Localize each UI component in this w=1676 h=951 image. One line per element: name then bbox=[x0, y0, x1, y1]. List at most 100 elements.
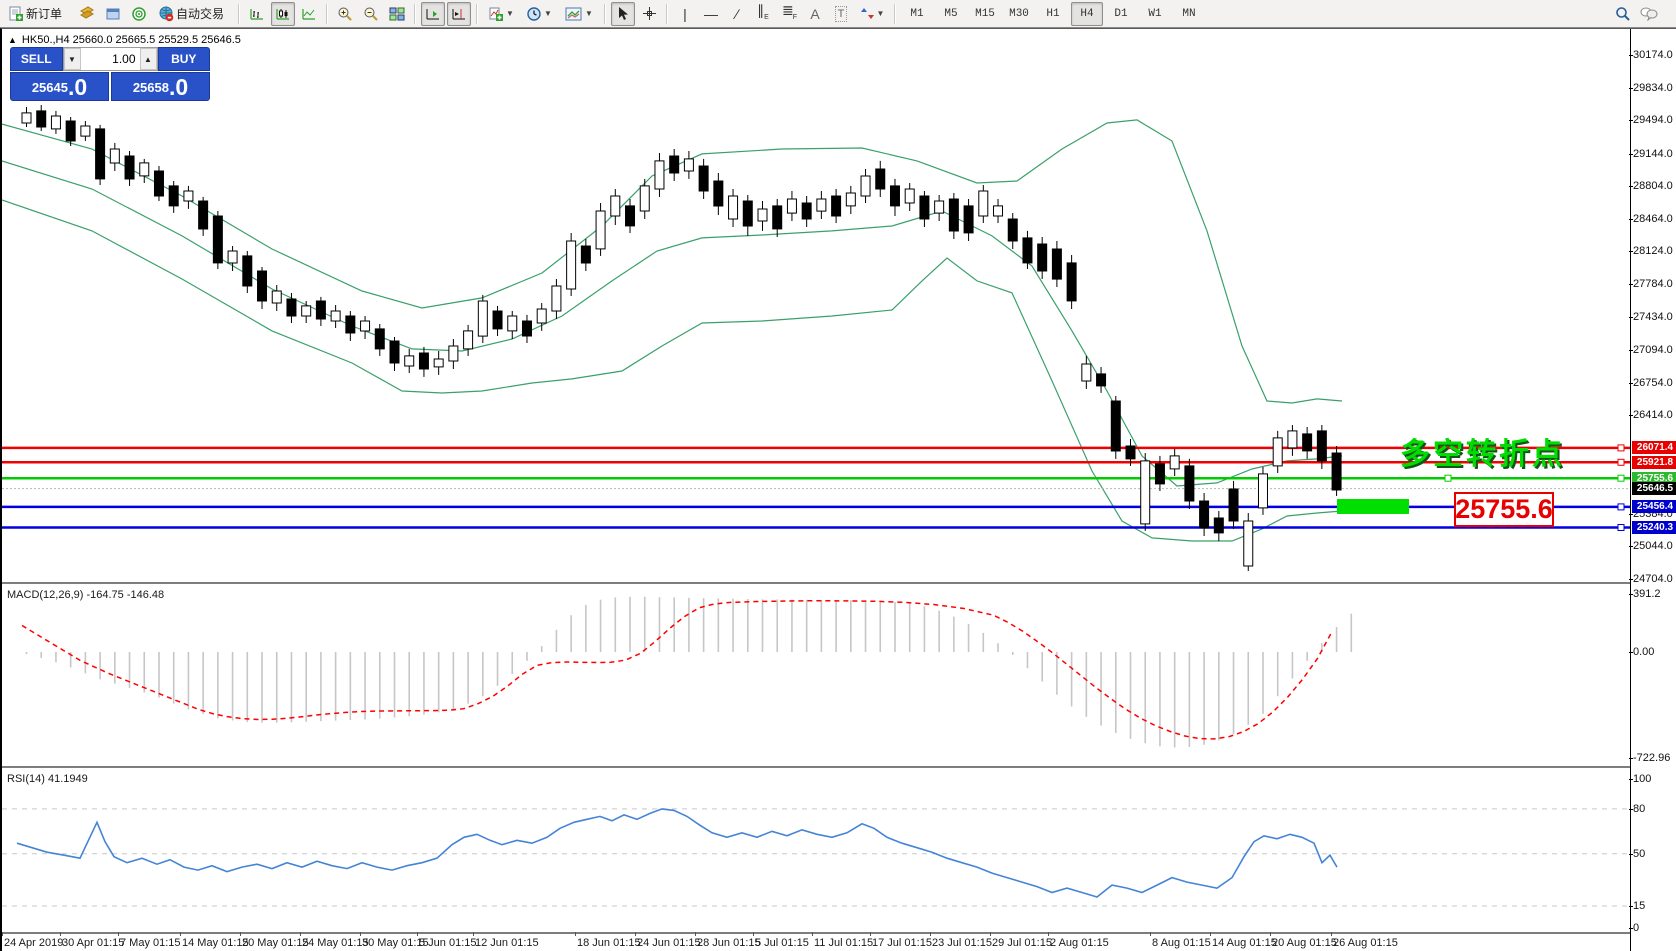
collapse-arrow-icon[interactable]: ▲ bbox=[8, 35, 17, 45]
text-label-tool-button[interactable]: T bbox=[829, 2, 853, 26]
date-tick bbox=[1270, 932, 1271, 936]
green-price-flag[interactable] bbox=[1337, 499, 1409, 514]
turning-point-annotation[interactable]: 多空转折点 bbox=[1400, 438, 1565, 471]
toolbar-separator bbox=[238, 3, 240, 24]
search-button[interactable] bbox=[1611, 2, 1635, 26]
date-label: 23 Jul 01:15 bbox=[932, 937, 992, 949]
candle-bear bbox=[831, 195, 842, 217]
channel-tool-button[interactable]: ∥E bbox=[751, 2, 775, 26]
timeframe-button-W1[interactable]: W1 bbox=[1148, 7, 1162, 20]
timeframe-button-H1[interactable]: H1 bbox=[1046, 7, 1060, 20]
date-label: 11 Jul 01:15 bbox=[814, 937, 874, 949]
text-label-icon: T bbox=[834, 5, 848, 22]
date-tick bbox=[417, 932, 418, 936]
auto-scroll-button[interactable] bbox=[421, 1, 445, 26]
toolbar-separator bbox=[326, 3, 328, 24]
dropdown-arrow-icon: ▼ bbox=[544, 9, 552, 18]
signals-icon bbox=[132, 6, 146, 21]
candle-bear bbox=[95, 128, 106, 180]
template-button[interactable]: ▼ bbox=[559, 2, 599, 26]
panel-separator-macd[interactable] bbox=[2, 582, 1630, 585]
panel-separator-dates bbox=[2, 932, 1630, 935]
date-label: 28 Jun 01:15 bbox=[697, 937, 761, 949]
date-tick bbox=[300, 932, 301, 936]
chart-layout-icon bbox=[80, 5, 94, 19]
add-indicator-icon bbox=[489, 7, 504, 21]
date-label: 30 May 01:15 bbox=[362, 937, 429, 949]
rsi-tick-label: 50 bbox=[1629, 848, 1676, 860]
candle-bull bbox=[477, 300, 488, 337]
vertical-line-tool-button[interactable]: | bbox=[673, 2, 697, 26]
price-tick-label: 30174.0 bbox=[1629, 49, 1676, 61]
candle-bull bbox=[786, 198, 797, 214]
horizontal-line-tool-button[interactable]: — bbox=[699, 2, 723, 26]
fibonacci-tool-button[interactable]: ≣F bbox=[777, 2, 801, 26]
bid-price[interactable]: 25645.0 bbox=[10, 72, 109, 101]
auto-trading-button[interactable]: 自动交易 bbox=[153, 2, 233, 26]
timeframe-button-M1[interactable]: M1 bbox=[910, 7, 924, 20]
candle-bear bbox=[1316, 430, 1327, 462]
crosshair-tool-button[interactable] bbox=[637, 2, 661, 26]
date-label: 26 Aug 01:15 bbox=[1333, 937, 1398, 949]
cursor-tool-button[interactable] bbox=[611, 1, 635, 26]
date-tick bbox=[1210, 932, 1211, 936]
candlestick-chart-button[interactable] bbox=[271, 1, 295, 26]
timeframe-button-M15[interactable]: M15 bbox=[975, 7, 995, 20]
add-indicator-button[interactable]: ▼ bbox=[483, 2, 519, 26]
price-label-box[interactable]: 25755.6 bbox=[1454, 492, 1554, 527]
macd-tick-label: -722.96 bbox=[1629, 752, 1676, 764]
chart-layout-button[interactable] bbox=[75, 2, 99, 26]
arrows-icon bbox=[860, 8, 874, 19]
date-label: 30 Apr 01:15 bbox=[62, 937, 125, 949]
bar-chart-button[interactable] bbox=[245, 2, 269, 26]
ask-price[interactable]: 25658.0 bbox=[111, 72, 210, 101]
candle-bear bbox=[1110, 400, 1121, 452]
dropdown-arrow-icon: ▼ bbox=[506, 9, 514, 18]
timeframe-button-M30[interactable]: M30 bbox=[1009, 7, 1029, 20]
volume-down-button[interactable]: ▼ bbox=[63, 48, 81, 70]
tile-windows-button[interactable] bbox=[385, 2, 409, 26]
buy-button[interactable]: BUY bbox=[157, 47, 210, 71]
zoom-in-button[interactable] bbox=[333, 2, 357, 26]
trendline-tool-button[interactable]: ∕ bbox=[725, 2, 749, 26]
volume-input[interactable]: 1.00 bbox=[112, 52, 136, 66]
candle-bear bbox=[1184, 465, 1195, 502]
timeframe-button-D1[interactable]: D1 bbox=[1114, 7, 1128, 20]
date-label: 5 Jul 01:15 bbox=[755, 937, 809, 949]
cursor-icon bbox=[619, 7, 628, 20]
panel-separator-rsi[interactable] bbox=[2, 766, 1630, 769]
price-badge-25240.3: 25240.3 bbox=[1632, 521, 1676, 535]
candle-bull bbox=[448, 345, 459, 362]
text-tool-button[interactable]: A bbox=[803, 2, 827, 26]
zoom-out-button[interactable] bbox=[359, 2, 383, 26]
candle-bull bbox=[1169, 455, 1180, 470]
period-button[interactable]: ▼ bbox=[521, 2, 557, 26]
timeframe-button-MN[interactable]: MN bbox=[1182, 7, 1196, 20]
candle-bull bbox=[507, 315, 518, 332]
chat-button[interactable] bbox=[1637, 2, 1661, 26]
chart-window[interactable]: ▲ HK50.,H4 25660.0 25665.5 25529.5 25646… bbox=[0, 28, 1676, 951]
signals-button[interactable] bbox=[127, 2, 151, 26]
candle-bear bbox=[1154, 463, 1165, 485]
timeframe-button-H4[interactable]: H4 bbox=[1071, 1, 1103, 26]
line-chart-button[interactable] bbox=[297, 2, 321, 26]
chart-canvas[interactable] bbox=[2, 29, 1630, 951]
price-axis-line bbox=[1630, 29, 1631, 951]
chart-shift-button[interactable] bbox=[447, 1, 471, 26]
volume-up-button[interactable]: ▲ bbox=[139, 48, 157, 70]
new-order-button[interactable]: 新订单 bbox=[1, 2, 73, 26]
candle-bull bbox=[330, 310, 341, 322]
candle-bear bbox=[1213, 517, 1224, 534]
candle-bear bbox=[1302, 433, 1313, 452]
rsi-tick-label: 15 bbox=[1629, 900, 1676, 912]
candle-bull bbox=[433, 358, 444, 368]
sell-button[interactable]: SELL bbox=[10, 47, 63, 71]
timeframe-button-M5[interactable]: M5 bbox=[944, 7, 958, 20]
price-tick-label: 29834.0 bbox=[1629, 82, 1676, 94]
market-watch-button[interactable] bbox=[101, 2, 125, 26]
candle-bull bbox=[595, 210, 606, 250]
bollinger-middle-band bbox=[2, 160, 1343, 487]
arrows-tool-button[interactable]: ▼ bbox=[855, 2, 889, 26]
date-label: 17 Jul 01:15 bbox=[872, 937, 932, 949]
